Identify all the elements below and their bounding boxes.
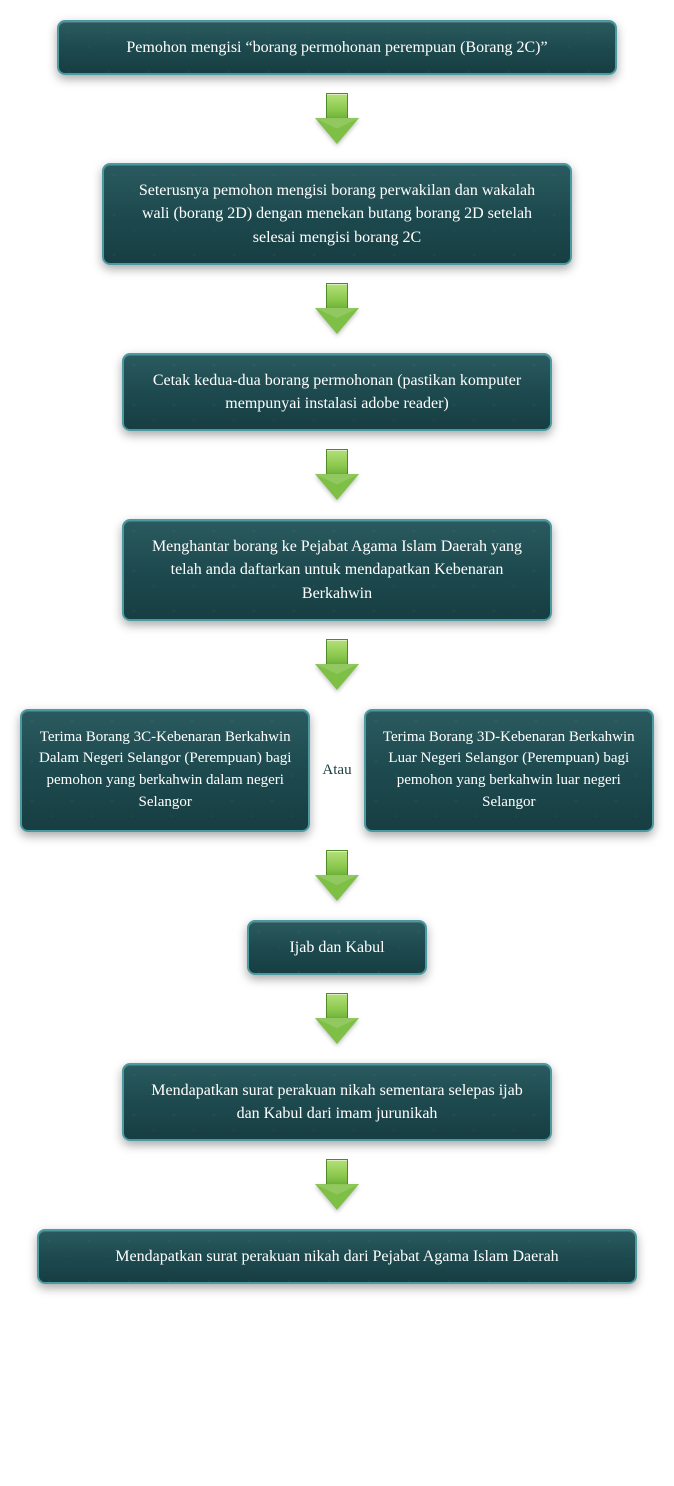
branch-right-text: Terima Borang 3D-Kebenaran Berkahwin Lua… (383, 729, 635, 810)
arrow-3 (315, 431, 359, 519)
arrow-7 (315, 1141, 359, 1229)
down-arrow-icon (315, 639, 359, 691)
step-2: Seterusnya pemohon mengisi borang perwak… (102, 163, 572, 265)
step-4: Menghantar borang ke Pejabat Agama Islam… (122, 519, 552, 621)
step-6-text: Ijab dan Kabul (289, 939, 384, 956)
down-arrow-icon (315, 1159, 359, 1211)
branch-row: Terima Borang 3C-Kebenaran Berkahwin Dal… (0, 709, 674, 832)
step-3-text: Cetak kedua-dua borang permohonan (pasti… (153, 372, 521, 412)
flowchart: Pemohon mengisi “borang permohonan perem… (0, 20, 674, 1284)
step-3: Cetak kedua-dua borang permohonan (pasti… (122, 353, 552, 431)
step-7: Mendapatkan surat perakuan nikah sementa… (122, 1063, 552, 1141)
or-label: Atau (322, 762, 351, 779)
branch-left: Terima Borang 3C-Kebenaran Berkahwin Dal… (20, 709, 310, 832)
step-2-text: Seterusnya pemohon mengisi borang perwak… (139, 182, 535, 245)
arrow-6 (315, 975, 359, 1063)
down-arrow-icon (315, 993, 359, 1045)
down-arrow-icon (315, 449, 359, 501)
arrow-4 (315, 621, 359, 709)
arrow-2 (315, 265, 359, 353)
branch-left-text: Terima Borang 3C-Kebenaran Berkahwin Dal… (39, 729, 291, 810)
step-6: Ijab dan Kabul (247, 920, 427, 975)
step-7-text: Mendapatkan surat perakuan nikah sementa… (151, 1082, 522, 1122)
arrow-1 (315, 75, 359, 163)
step-1: Pemohon mengisi “borang permohonan perem… (57, 20, 617, 75)
step-8: Mendapatkan surat perakuan nikah dari Pe… (37, 1229, 637, 1284)
step-1-text: Pemohon mengisi “borang permohonan perem… (126, 39, 547, 56)
arrow-5 (315, 832, 359, 920)
down-arrow-icon (315, 283, 359, 335)
step-4-text: Menghantar borang ke Pejabat Agama Islam… (152, 538, 522, 601)
down-arrow-icon (315, 850, 359, 902)
down-arrow-icon (315, 93, 359, 145)
branch-right: Terima Borang 3D-Kebenaran Berkahwin Lua… (364, 709, 654, 832)
step-8-text: Mendapatkan surat perakuan nikah dari Pe… (115, 1248, 558, 1265)
